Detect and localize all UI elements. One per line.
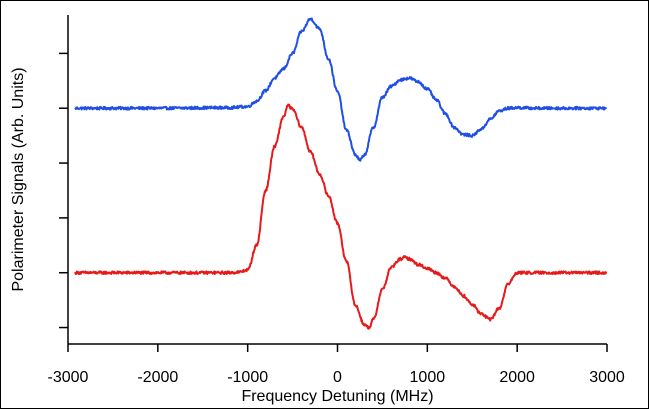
x-axis-ticks xyxy=(67,344,608,352)
x-tick-label-5: 2000 xyxy=(499,369,535,386)
x-tick-label-0: -3000 xyxy=(48,369,89,386)
x-tick-label-1: -2000 xyxy=(137,369,178,386)
x-tick-label-4: 1000 xyxy=(410,369,446,386)
x-tick-label-6: 3000 xyxy=(589,369,625,386)
series-line-0 xyxy=(74,17,608,162)
x-tick-label-2: -1000 xyxy=(227,369,268,386)
x-axis-title: Frequency Detuning (MHz) xyxy=(241,388,433,405)
y-axis-title: Polarimeter Signals (Arb. Units) xyxy=(10,67,27,291)
y-axis-ticks xyxy=(59,52,68,329)
x-axis-tick-labels: -3000 -2000 -1000 0 1000 2000 3000 xyxy=(48,369,625,386)
x-tick-label-3: 0 xyxy=(333,369,342,386)
series-layer xyxy=(74,17,608,330)
series-line-1 xyxy=(74,103,608,330)
